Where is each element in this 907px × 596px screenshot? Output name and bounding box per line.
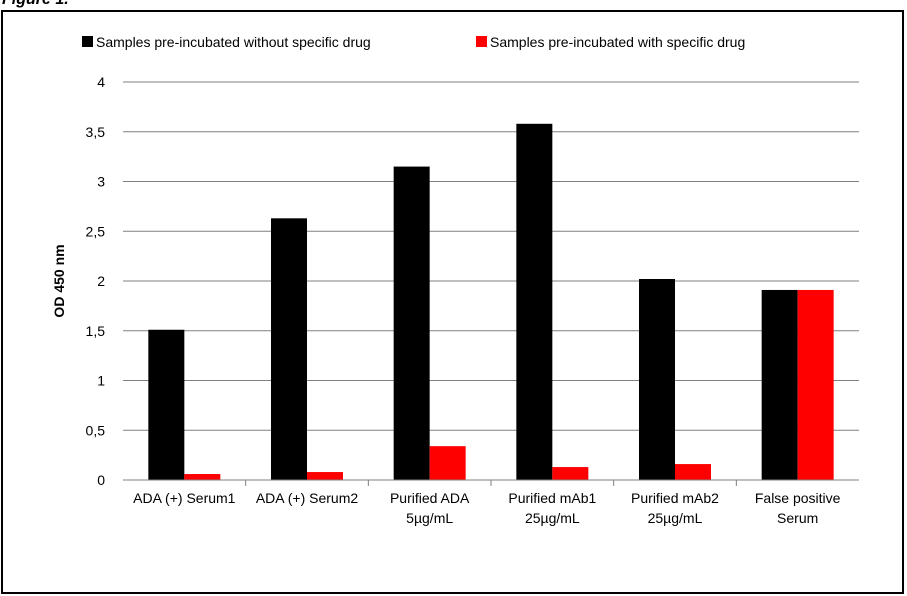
x-tick-label: ADA (+) Serum1: [133, 490, 236, 506]
y-tick-label: 3,5: [86, 124, 106, 140]
figure-heading: Figure 1.: [2, 0, 69, 9]
legend-label: Samples pre-incubated with specific drug: [490, 34, 745, 50]
x-tick-label: Purified ADA: [390, 490, 470, 506]
x-tick-label: Purified mAb2: [631, 490, 719, 506]
y-tick-label: 1,5: [86, 323, 106, 339]
bar-with-drug: [307, 472, 343, 480]
legend-swatch: [82, 36, 93, 47]
x-tick-label: 25µg/mL: [648, 510, 703, 526]
bar-without-drug: [148, 329, 185, 480]
x-axis: [123, 479, 859, 486]
y-axis-ticks: 0 0,5 1 1,5 2 2,5 3 3,5 4: [86, 74, 106, 488]
bar-without-drug: [761, 289, 798, 480]
bar-without-drug: [516, 123, 553, 480]
x-tick-label: 25µg/mL: [525, 510, 580, 526]
x-axis-ticks: ADA (+) Serum1 ADA (+) Serum2 Purified ADA…: [133, 490, 841, 526]
legend: Samples pre-incubated without specific d…: [82, 34, 745, 50]
x-tick-label: 5µg/mL: [406, 510, 453, 526]
bar-without-drug: [393, 166, 430, 480]
y-tick-label: 0: [97, 472, 105, 488]
bar-with-drug: [552, 467, 589, 480]
bars: [148, 123, 834, 480]
legend-swatch: [476, 36, 487, 47]
bar-with-drug: [429, 446, 466, 480]
y-tick-label: 1: [97, 373, 105, 389]
bar-with-drug: [184, 474, 221, 480]
bar-with-drug: [797, 289, 834, 480]
y-axis-label: OD 450 nm: [51, 244, 67, 317]
x-tick-label: False positive: [755, 490, 841, 506]
x-tick-label: ADA (+) Serum2: [256, 490, 359, 506]
chart-frame: [1, 10, 904, 594]
y-tick-label: 0,5: [86, 422, 106, 438]
y-tick-label: 3: [97, 174, 105, 190]
y-tick-label: 4: [97, 74, 105, 90]
y-tick-label: 2,5: [86, 223, 106, 239]
x-tick-label: Serum: [777, 510, 818, 526]
x-tick-label: Purified mAb1: [508, 490, 596, 506]
legend-label: Samples pre-incubated without specific d…: [96, 34, 371, 50]
y-tick-label: 2: [97, 273, 105, 289]
grid-lines: [123, 81, 859, 431]
bar-without-drug: [639, 279, 675, 480]
bar-without-drug: [271, 218, 307, 480]
bar-with-drug: [675, 464, 711, 480]
